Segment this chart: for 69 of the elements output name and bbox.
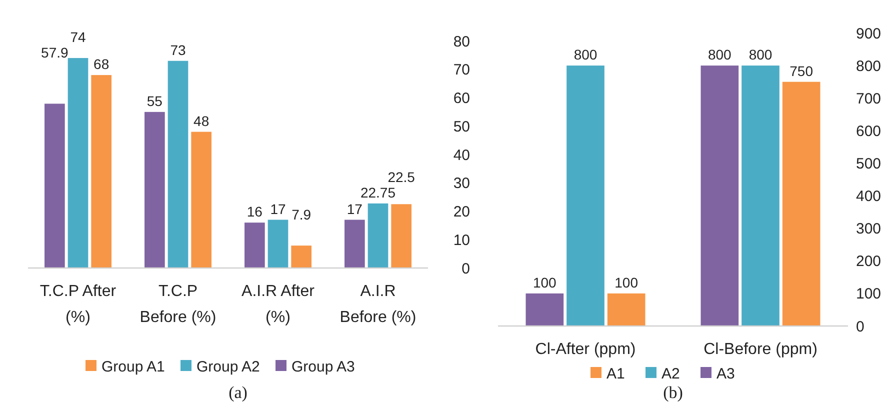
text: (a) [228, 383, 248, 402]
y-tick-label: 80 [453, 33, 470, 50]
y-tick-label: 100 [856, 286, 882, 303]
bar [782, 82, 820, 326]
y-tick-label: 60 [453, 90, 470, 107]
bar [526, 293, 564, 326]
data-label: 17 [346, 200, 363, 217]
x-tick-label: T.C.P Before (%) [140, 283, 216, 326]
y-tick-label: 900 [856, 25, 882, 42]
y-tick-label: 30 [453, 175, 470, 192]
y-tick-label: 50 [453, 118, 470, 136]
data-label: 16 [246, 204, 263, 220]
data-label: 73 [170, 42, 186, 58]
data-label: 7.9 [292, 206, 312, 223]
bar [566, 66, 604, 326]
data-label: 750 [790, 62, 814, 79]
y-tick-label: 800 [856, 58, 882, 75]
y-tick-label: 0 [462, 260, 470, 278]
data-label: 55 [146, 92, 163, 109]
bar [368, 203, 388, 268]
bar [391, 204, 412, 268]
bar [344, 220, 365, 268]
data-label: 800 [748, 46, 772, 63]
bar [91, 75, 112, 268]
legend-label: Group A1 [102, 358, 165, 376]
y-tick-label: 700 [856, 90, 882, 108]
bar [44, 104, 65, 268]
x-tick-label: Cl-After (ppm) [535, 341, 636, 358]
data-label: 48 [194, 112, 210, 129]
y-tick-label: 500 [856, 155, 882, 172]
data-label: 74 [70, 29, 86, 46]
text: (b) [663, 383, 683, 402]
bar [268, 220, 288, 268]
data-label: 17 [270, 200, 286, 217]
y-tick-label: 300 [856, 220, 882, 238]
x-tick-label: T.C.P After (%) [40, 283, 117, 326]
x-tick-label: Cl-Before (ppm) [704, 341, 818, 358]
y-tick-label: 20 [453, 204, 470, 220]
y-tick-label: 40 [453, 146, 470, 164]
legend-label: Group A3 [292, 358, 355, 376]
y-tick-label: 200 [856, 253, 882, 270]
y-tick-label: 0 [856, 318, 864, 336]
bar [68, 58, 88, 268]
data-label: 22.75 [360, 184, 396, 200]
bar [244, 222, 265, 268]
data-label: 800 [708, 46, 732, 63]
bar [742, 66, 780, 326]
data-label: 22.5 [388, 169, 416, 186]
y-tick-label: 70 [453, 62, 470, 79]
data-label: 100 [614, 274, 638, 290]
data-label: 800 [574, 46, 598, 63]
legend-label: A1 [606, 365, 625, 382]
bar [168, 60, 188, 268]
bar [291, 246, 312, 268]
data-label: 57.9 [41, 44, 69, 61]
bar [700, 66, 739, 326]
data-label: 100 [532, 274, 557, 290]
legend-label: A2 [662, 365, 680, 382]
y-tick-label: 10 [453, 232, 470, 249]
legend-label: Group A2 [196, 358, 260, 376]
bar [144, 112, 165, 268]
legend-label: A3 [716, 365, 735, 382]
bar [607, 293, 646, 326]
y-tick-label: 600 [856, 122, 882, 140]
y-tick-label: 400 [856, 188, 882, 206]
x-tick-label: A.I.R Before (%) [340, 283, 416, 326]
x-tick-label: A.I.R After (%) [242, 283, 316, 326]
bar [191, 132, 212, 268]
data-label: 68 [94, 56, 110, 72]
